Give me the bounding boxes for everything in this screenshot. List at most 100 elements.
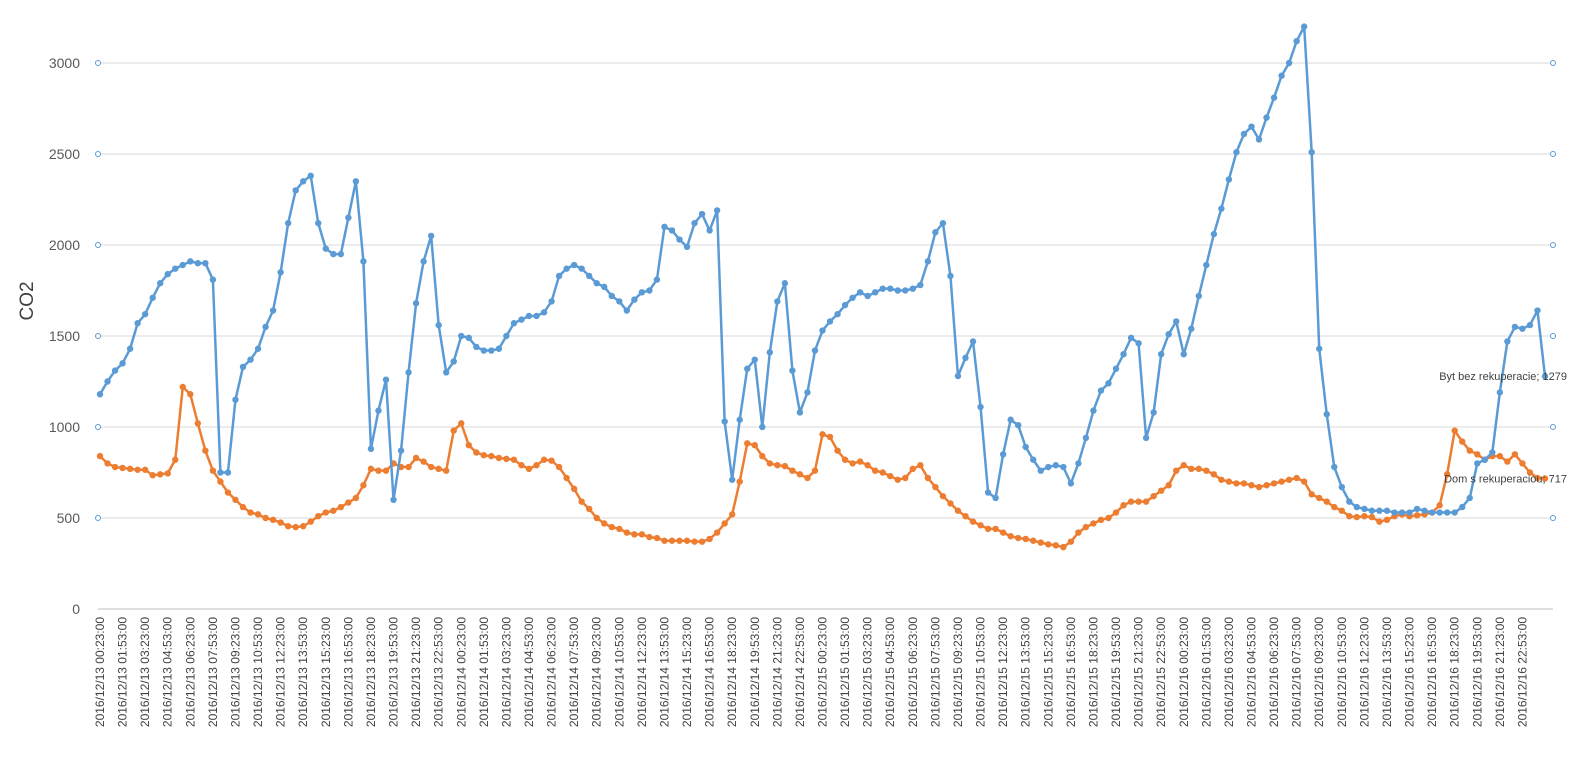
data-point bbox=[1173, 467, 1180, 474]
data-point bbox=[1534, 474, 1541, 482]
data-point bbox=[962, 512, 969, 520]
x-tick-label: 2016/12/13 12:23:00 bbox=[274, 617, 288, 727]
data-point bbox=[119, 464, 126, 472]
x-tick-label: 2016/12/15 15:23:00 bbox=[1041, 617, 1055, 727]
data-point bbox=[1248, 123, 1255, 130]
data-point bbox=[1459, 438, 1466, 445]
data-point bbox=[382, 467, 390, 474]
data-point bbox=[119, 360, 126, 367]
data-point bbox=[1383, 516, 1391, 524]
x-tick-label: 2016/12/14 21:23:00 bbox=[770, 617, 784, 727]
data-point bbox=[1285, 476, 1293, 483]
data-point bbox=[1240, 130, 1248, 138]
data-point bbox=[1030, 456, 1037, 463]
data-point bbox=[879, 285, 886, 292]
data-point bbox=[322, 245, 329, 252]
data-point bbox=[277, 519, 284, 526]
data-point bbox=[751, 442, 758, 449]
data-point bbox=[819, 431, 826, 438]
data-point bbox=[939, 219, 947, 227]
data-labels: Dom s rekuperaciou; 717 Byt bez rekuperac… bbox=[1439, 371, 1567, 485]
data-point bbox=[1120, 502, 1127, 509]
data-point bbox=[1218, 476, 1225, 483]
data-point bbox=[713, 529, 721, 536]
data-point bbox=[269, 516, 277, 524]
data-point bbox=[1323, 498, 1330, 505]
x-tick-label: 2016/12/13 19:53:00 bbox=[387, 617, 401, 727]
data-point bbox=[856, 289, 864, 296]
data-point bbox=[548, 298, 555, 305]
data-point bbox=[601, 283, 608, 291]
data-point bbox=[638, 531, 646, 538]
data-point bbox=[1293, 474, 1300, 482]
data-point bbox=[1278, 478, 1285, 485]
data-point bbox=[1526, 469, 1534, 476]
data-point bbox=[1474, 451, 1481, 458]
data-point bbox=[774, 298, 781, 305]
x-axis-ticks: 2016/12/13 00:23:00 2016/12/13 01:53:00 20… bbox=[93, 617, 1529, 727]
data-point bbox=[1526, 321, 1534, 329]
data-point bbox=[1474, 460, 1481, 467]
x-tick-label: 2016/12/16 21:23:00 bbox=[1493, 617, 1507, 727]
data-point bbox=[217, 469, 224, 476]
data-point bbox=[1481, 456, 1488, 463]
x-tick-label: 2016/12/14 01:53:00 bbox=[477, 617, 491, 727]
data-point bbox=[1376, 518, 1383, 525]
data-point bbox=[405, 463, 412, 471]
data-point bbox=[1308, 148, 1315, 156]
data-point bbox=[736, 478, 743, 485]
data-point bbox=[1331, 463, 1338, 471]
data-point bbox=[1022, 443, 1029, 451]
right-axis-marker bbox=[1550, 333, 1556, 339]
data-point bbox=[1413, 505, 1421, 513]
data-point bbox=[1135, 498, 1142, 505]
data-point bbox=[984, 525, 992, 533]
x-tick-label: 2016/12/14 15:23:00 bbox=[680, 617, 694, 727]
data-point bbox=[879, 469, 886, 476]
data-point bbox=[924, 258, 932, 265]
data-point bbox=[947, 272, 954, 280]
data-point bbox=[841, 301, 849, 309]
data-point bbox=[533, 462, 540, 469]
data-point bbox=[315, 512, 322, 520]
data-point bbox=[1361, 505, 1368, 513]
data-point bbox=[247, 509, 254, 516]
data-point bbox=[209, 276, 217, 283]
data-point bbox=[661, 537, 668, 544]
data-point bbox=[759, 423, 766, 431]
data-point bbox=[563, 474, 570, 482]
x-tick-label: 2016/12/16 13:53:00 bbox=[1380, 617, 1394, 727]
data-point bbox=[1316, 494, 1323, 502]
data-point bbox=[1519, 460, 1526, 467]
data-point bbox=[525, 465, 533, 473]
data-point bbox=[1346, 512, 1353, 520]
data-point bbox=[992, 525, 999, 533]
data-point bbox=[1248, 482, 1255, 489]
data-point bbox=[375, 467, 382, 474]
data-point bbox=[1308, 491, 1315, 498]
data-point bbox=[1443, 471, 1451, 478]
data-point bbox=[1052, 542, 1060, 549]
x-tick-label: 2016/12/14 00:23:00 bbox=[454, 617, 468, 727]
data-point bbox=[96, 452, 104, 460]
data-point bbox=[1135, 340, 1142, 347]
right-axis-marker bbox=[1550, 424, 1556, 430]
data-point bbox=[1127, 498, 1135, 505]
data-point bbox=[1255, 483, 1263, 491]
x-tick-label: 2016/12/13 21:23:00 bbox=[409, 617, 423, 727]
data-point bbox=[623, 529, 631, 536]
data-point bbox=[1150, 409, 1157, 416]
x-tick-label: 2016/12/14 12:23:00 bbox=[635, 617, 649, 727]
data-point bbox=[1097, 387, 1105, 394]
data-point bbox=[856, 458, 864, 465]
x-tick-label: 2016/12/16 09:23:00 bbox=[1312, 617, 1326, 727]
data-point bbox=[307, 172, 314, 180]
data-point bbox=[277, 269, 284, 276]
data-point bbox=[1203, 467, 1210, 474]
data-point bbox=[1233, 148, 1240, 156]
x-tick-label: 2016/12/13 07:53:00 bbox=[206, 617, 220, 727]
data-point bbox=[616, 525, 623, 533]
data-point bbox=[894, 476, 901, 483]
data-point bbox=[104, 460, 111, 467]
